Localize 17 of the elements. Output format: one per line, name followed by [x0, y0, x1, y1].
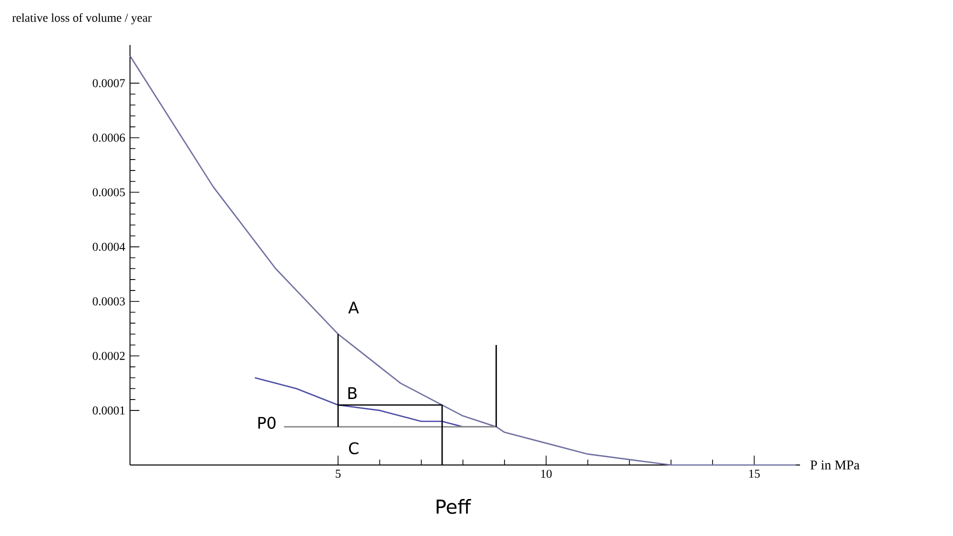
y-tick-label: 0.0006 — [92, 134, 125, 142]
x-tick-label: 10 — [541, 470, 552, 478]
annotation: P0 — [258, 416, 276, 429]
y-tick-label: 0.0002 — [92, 352, 125, 360]
annotation: C — [349, 442, 358, 454]
x-axis-title: P in MPa — [810, 460, 860, 470]
y-tick-label: 0.0001 — [92, 406, 125, 415]
annotation: B — [348, 387, 357, 399]
y-tick-label: 0.0003 — [92, 297, 125, 306]
y-tick-label: 0.0005 — [92, 188, 125, 196]
y-tick-label: 0.0007 — [92, 79, 125, 88]
annotation: Peff — [436, 499, 472, 514]
annotation: A — [348, 302, 359, 314]
x-tick-label: 5 — [336, 470, 341, 478]
y-axis-title: relative loss of volume / year — [12, 13, 152, 24]
y-tick-label: 0.0004 — [92, 242, 126, 251]
x-tick-label: 15 — [749, 470, 760, 478]
